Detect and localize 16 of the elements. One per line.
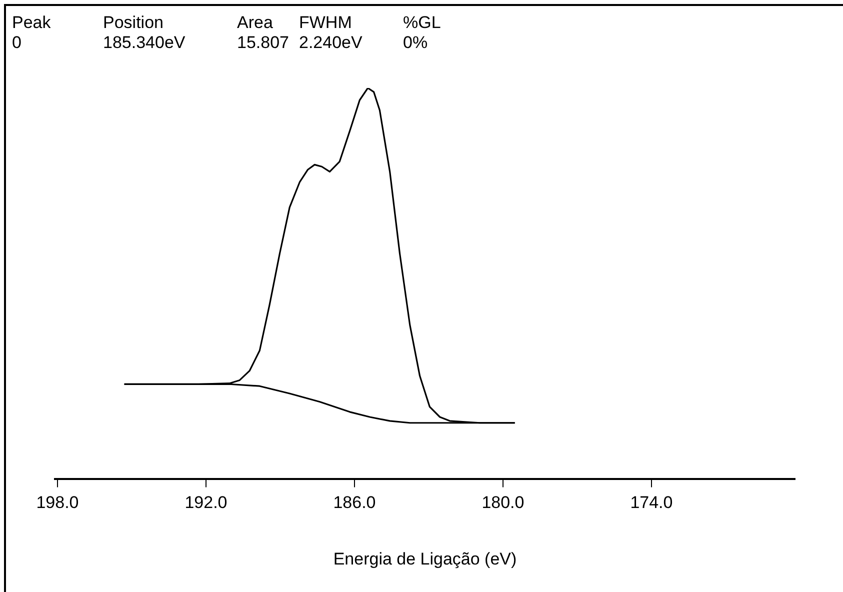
text: 2.240eV [299,33,362,52]
x-tick-label: 198.0 [36,493,79,512]
text: 15.807 [237,33,289,52]
text: FWHM [299,13,352,32]
x-tick-label: 186.0 [333,493,376,512]
text: 185.340eV [103,33,186,52]
x-axis-title: Energia de Ligação (eV) [333,549,517,568]
text: Area [237,13,273,32]
text: %GL [403,13,441,32]
x-tick-label: 180.0 [482,493,524,512]
x-tick-label: 174.0 [630,493,673,512]
x-tick-label: 192.0 [184,493,228,512]
text: 0% [403,33,428,52]
text: 0 [12,33,22,52]
text: Position [103,13,164,32]
text: Peak [12,13,51,32]
